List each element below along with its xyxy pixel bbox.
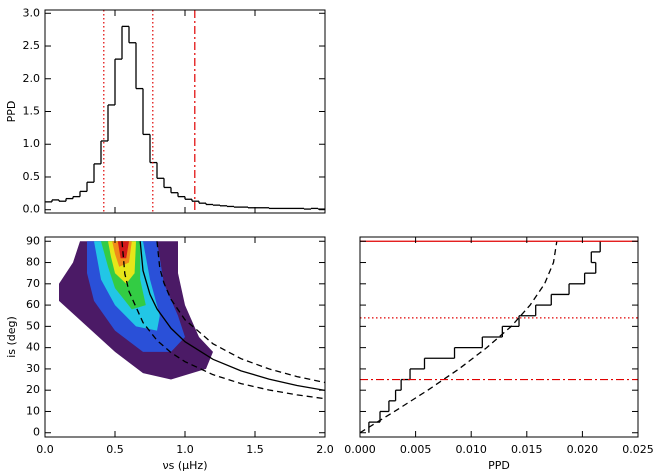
x-tick-label: 0.020 xyxy=(567,443,599,456)
y-tick-label: 2.5 xyxy=(23,39,41,52)
y-tick-label: 90 xyxy=(26,234,40,247)
y-tick-label: 3.0 xyxy=(23,6,41,19)
y-tick-label: 30 xyxy=(26,362,40,375)
x-tick-label: 0.015 xyxy=(511,443,543,456)
plot-area xyxy=(59,241,325,400)
y-tick-label: 2.0 xyxy=(23,72,41,85)
y-axis-label: PPD xyxy=(5,101,18,123)
y-tick-label: 20 xyxy=(26,383,40,396)
x-tick-label: 1.0 xyxy=(176,443,194,456)
x-tick-label: 0.005 xyxy=(400,443,432,456)
curve xyxy=(156,241,325,384)
x-tick-label: 2.0 xyxy=(316,443,334,456)
y-tick-label: 80 xyxy=(26,256,40,269)
curve xyxy=(360,241,558,434)
y-tick-label: 50 xyxy=(26,319,40,332)
plot-area xyxy=(360,241,601,434)
plot-area xyxy=(45,25,325,210)
x-tick-label: 0.5 xyxy=(106,443,124,456)
y-tick-label: 0 xyxy=(33,426,40,439)
x-axis-label: PPD xyxy=(488,459,510,472)
x-tick-label: 0.000 xyxy=(344,443,376,456)
y-tick-label: 1.5 xyxy=(23,105,41,118)
y-tick-label: 40 xyxy=(26,341,40,354)
density-contour xyxy=(117,241,129,259)
curve xyxy=(139,241,325,392)
y-tick-label: 10 xyxy=(26,404,40,417)
x-axis-label: νs (μHz) xyxy=(163,459,208,472)
y-tick-label: 0.0 xyxy=(23,203,41,216)
y-tick-label: 1.0 xyxy=(23,137,41,150)
x-tick-label: 0.0 xyxy=(36,443,54,456)
y-axis-label: is (deg) xyxy=(5,316,18,358)
y-tick-label: 60 xyxy=(26,298,40,311)
curve xyxy=(121,241,325,400)
axes-frame xyxy=(359,236,639,438)
y-tick-label: 70 xyxy=(26,277,40,290)
x-tick-label: 1.5 xyxy=(246,443,264,456)
x-tick-label: 0.025 xyxy=(622,443,654,456)
x-tick-label: 0.010 xyxy=(455,443,487,456)
y-tick-label: 0.5 xyxy=(23,170,41,183)
